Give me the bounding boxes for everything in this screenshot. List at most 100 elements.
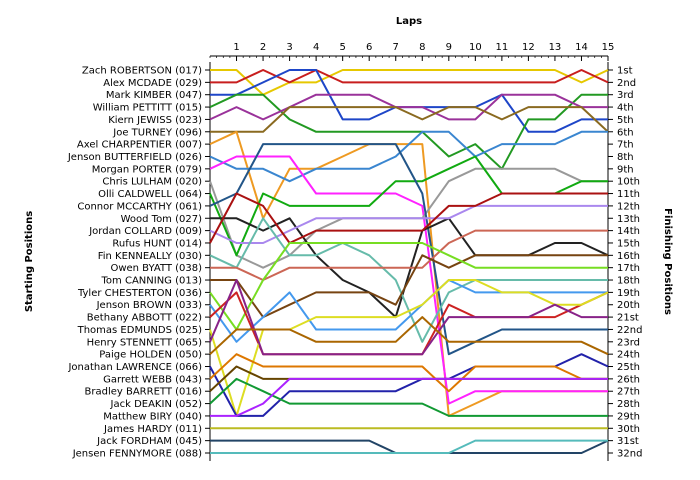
starting-position-label: Olli CALDWELL (064) [98,189,202,200]
finishing-position-label: 32nd [617,449,642,460]
starting-position-label: Paige HOLDEN (050) [99,350,202,361]
finishing-position-label: 27th [617,387,640,398]
lap-tick-label: 11 [495,42,508,53]
finishing-position-label: 26th [617,374,640,385]
starting-position-label: Tom CANNING (013) [101,276,203,287]
lap-tick-label: 8 [419,42,425,53]
driver-series-line [210,229,608,281]
starting-position-label: Kiern JEWISS (023) [108,115,202,126]
lap-tick-label: 15 [602,42,615,53]
driver-series-line [209,316,609,356]
driver-series-line [209,353,609,417]
starting-position-label: Rufus HUNT (014) [112,238,202,249]
starting-position-label: Bradley BARRETT (016) [85,387,203,398]
finishing-position-label: 8th [617,152,634,163]
finishing-position-label: 4th [617,103,634,114]
driver-series-line [209,130,608,183]
starting-position-label: Jonathan LAWRENCE (066) [67,362,202,373]
finishing-position-label: 18th [617,276,640,287]
driver-series-line [209,155,608,405]
starting-position-label: Jensen FENNYMORE (088) [72,449,202,460]
driver-series-line [209,353,608,393]
driver-series-line [210,377,608,417]
finishing-position-label: 15th [617,238,640,249]
lap-tick-label: 2 [260,42,266,53]
starting-position-label: Axel CHARPENTIER (007) [77,140,202,151]
finishing-position-label: 9th [617,164,634,175]
driver-series-line [209,377,608,417]
finishing-position-label: 22nd [617,325,642,336]
lap-tick-label: 1 [233,42,239,53]
driver-series-line [209,242,608,331]
finishing-position-label: 11th [617,189,640,200]
starting-position-label: Chris LULHAM (020) [102,177,202,188]
driver-series-line [209,279,609,417]
right-axis-title: Finishing Positions [662,208,673,315]
starting-position-label: Joe TURNEY (096) [112,127,202,138]
starting-position-label: Mark KIMBER (047) [106,90,202,101]
finishing-position-label: 17th [617,263,640,274]
series-lines [209,69,609,454]
lap-tick-label: 7 [393,42,399,53]
driver-series-line [209,93,608,170]
starting-position-label: Alex MCDADE (029) [103,78,202,89]
driver-series-line [209,93,608,121]
starting-position-label: Thomas EDMUNDS (025) [77,325,202,336]
lap-tick-label: 10 [469,42,482,53]
finishing-position-label: 2nd [617,78,636,89]
driver-series-line [209,279,608,343]
finishing-position-label: 19th [617,288,640,299]
finishing-position-label: 29th [617,411,640,422]
starting-position-label: Zach ROBERTSON (017) [82,66,202,77]
finishing-position-label: 14th [617,226,640,237]
starting-position-label: James HARDY (011) [103,424,202,435]
finishing-position-label: 10th [617,177,640,188]
starting-position-label: Jack FORDHAM (045) [96,436,202,447]
starting-position-label: Jack DEAKIN (052) [110,399,203,410]
driver-series-line [210,439,609,454]
finishing-position-label: 21st [617,313,639,324]
starting-position-label: Morgan PORTER (079) [92,164,202,175]
lap-tick-label: 4 [313,42,319,53]
driver-series-line [209,192,608,244]
lap-tick-label: 14 [575,42,588,53]
finishing-position-label: 30th [617,424,640,435]
starting-position-label: Jordan COLLARD (009) [88,226,202,237]
lap-tick-label: 9 [446,42,452,53]
finishing-position-label: 3rd [617,90,634,101]
starting-position-label: Tyler CHESTERTON (036) [77,288,202,299]
driver-series-line [209,143,608,356]
starting-position-label: Matthew BIRY (040) [103,411,202,422]
finishing-position-label: 24th [617,350,640,361]
finishing-position-label: 25th [617,362,640,373]
lap-tick-label: 6 [366,42,372,53]
lap-tick-label: 3 [286,42,292,53]
finishing-position-label: 31st [617,436,639,447]
finishing-position-label: 13th [617,214,640,225]
starting-position-label: Wood Tom (027) [121,214,203,225]
driver-series-line [210,439,608,454]
starting-position-label: Henry STENNETT (065) [87,337,202,348]
starting-position-label: Owen BYATT (038) [110,263,202,274]
starting-position-label: Garrett WEBB (043) [103,374,202,385]
starting-position-label: Connor MCCARTHY (061) [77,201,202,212]
starting-position-label: Jenson BUTTERFIELD (026) [67,152,202,163]
axes [205,55,613,461]
finishing-position-label: 7th [617,140,634,151]
finishing-position-label: 16th [617,251,640,262]
driver-series-line [210,106,609,133]
finishing-position-label: 12th [617,201,640,212]
left-axis-title: Starting Positions [24,211,35,312]
lap-tick-label: 13 [549,42,562,53]
starting-position-label: Fin KENNEALLY (030) [98,251,202,262]
driver-series-line [210,69,609,96]
finishing-position-label: 20th [617,300,640,311]
starting-position-label: Bethany ABBOTT (022) [87,313,202,324]
finishing-position-label: 23rd [617,337,640,348]
finishing-position-label: 6th [617,127,634,138]
driver-series-line [209,204,608,244]
starting-position-label: William PETTITT (015) [93,103,202,114]
lap-tick-label: 12 [522,42,535,53]
driver-series-line [210,254,608,319]
